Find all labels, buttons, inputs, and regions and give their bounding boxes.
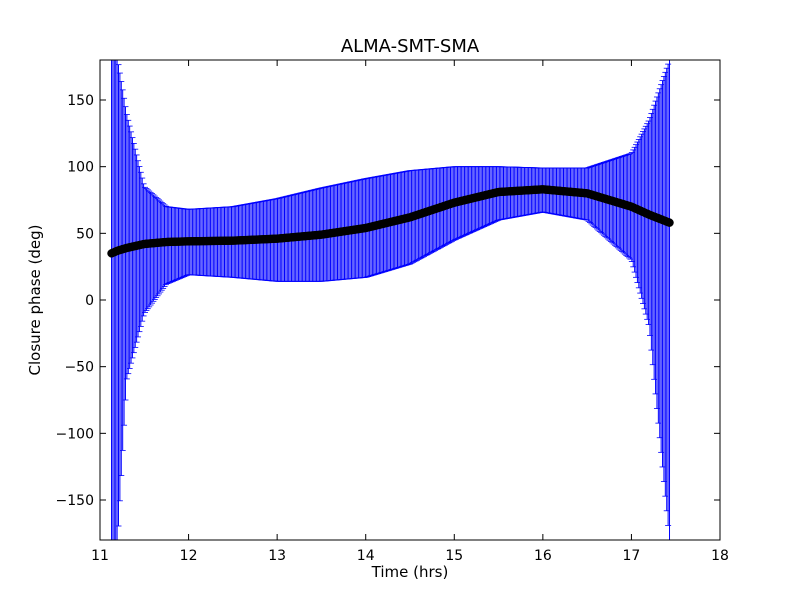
tick-layer: 11 12 13 14 15 16 17 18 −150 −100 −50 0 50 100 150 <box>56 60 729 564</box>
errorbar-layer <box>108 59 673 541</box>
x-tick-label: 16 <box>534 548 552 564</box>
x-tick-label: 18 <box>711 548 729 564</box>
y-tick-label: 0 <box>85 293 94 309</box>
x-tick-label: 12 <box>180 548 198 564</box>
chart-title: ALMA-SMT-SMA <box>341 36 480 57</box>
y-tick-label: 50 <box>76 226 94 242</box>
x-axis-label: Time (hrs) <box>371 563 449 581</box>
y-tick-label: 100 <box>67 160 94 176</box>
x-tick-label: 11 <box>91 548 109 564</box>
y-tick-label: −50 <box>64 360 94 376</box>
x-tick-label: 14 <box>357 548 375 564</box>
point-layer <box>107 185 674 258</box>
y-axis-label: Closure phase (deg) <box>26 225 44 376</box>
x-tick-label: 13 <box>268 548 286 564</box>
y-tick-label: 150 <box>67 93 94 109</box>
x-tick-label: 15 <box>445 548 463 564</box>
y-tick-label: −100 <box>56 426 94 442</box>
x-tick-label: 17 <box>623 548 641 564</box>
data-point <box>665 218 674 227</box>
plot-background <box>100 60 720 540</box>
y-tick-label: −150 <box>56 493 94 509</box>
